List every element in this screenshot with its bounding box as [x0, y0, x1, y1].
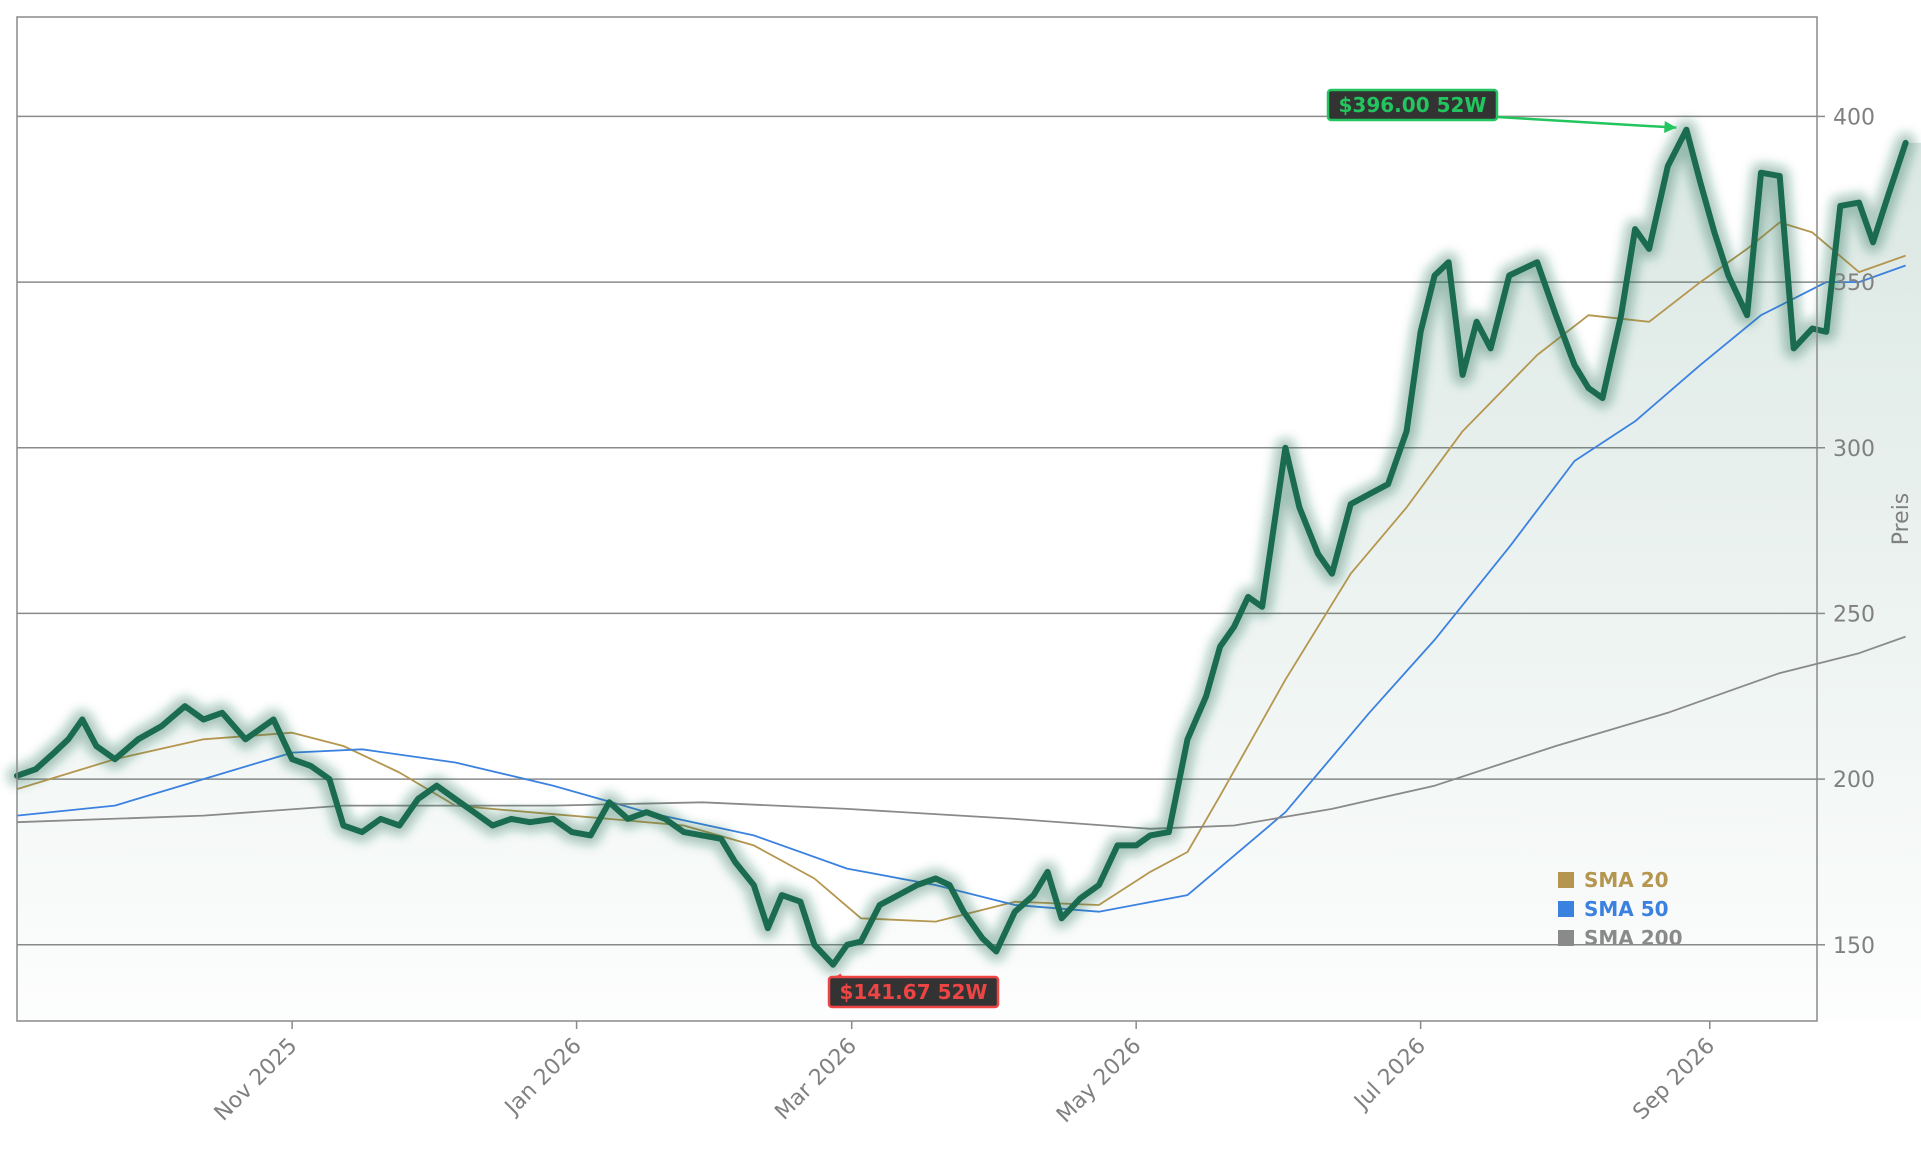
y-axis: 150 200 250 300 350 400 — [1817, 105, 1875, 959]
series-line-sma-50 — [16, 264, 1906, 913]
legend-label: SMA 200 — [1584, 926, 1683, 950]
series-line-sma-20 — [16, 221, 1906, 923]
legend-swatch — [1558, 872, 1574, 888]
price-line — [14, 126, 1909, 968]
annotation-label: $396.00 52W — [1339, 93, 1487, 117]
price-area-fill — [17, 129, 1921, 1021]
legend-label: SMA 20 — [1584, 868, 1669, 892]
y-tick-label: 300 — [1833, 437, 1875, 462]
x-axis: Nov 2025 Jan 2026 Mar 2026 May 2026 Jul 2026… — [210, 1021, 1720, 1128]
y-tick-label: 250 — [1833, 602, 1875, 627]
plot-frame — [16, 16, 1818, 1022]
y-tick-label: 400 — [1833, 105, 1875, 130]
legend-swatch — [1558, 930, 1574, 946]
annotation-label: $141.67 52W — [840, 980, 988, 1004]
low-annotation: $141.67 52W — [827, 973, 1000, 1009]
legend: SMA 20 SMA 50 SMA 200 — [1558, 868, 1683, 950]
x-tick-label: Mar 2026 — [770, 1034, 862, 1126]
x-tick-label: Sep 2026 — [1628, 1034, 1720, 1126]
annotation-arrow — [1496, 115, 1677, 129]
legend-item-sma-20: SMA 20 — [1558, 868, 1669, 892]
x-tick-label: May 2026 — [1052, 1034, 1146, 1128]
y-tick-label: 200 — [1833, 768, 1875, 793]
legend-label: SMA 50 — [1584, 897, 1669, 921]
annotations: $396.00 52W $141.67 52W — [827, 88, 1677, 1009]
x-tick-label: Jul 2026 — [1348, 1034, 1430, 1116]
y-tick-label: 150 — [1833, 934, 1875, 959]
annotation-box — [827, 975, 1000, 1009]
y-tick-label: 350 — [1833, 271, 1875, 296]
high-annotation: $396.00 52W — [1326, 88, 1677, 133]
legend-item-sma-50: SMA 50 — [1558, 897, 1669, 921]
annotation-box — [1326, 88, 1499, 122]
x-tick-label: Jan 2026 — [499, 1034, 587, 1122]
annotation-arrowhead — [1664, 120, 1677, 133]
x-tick-label: Nov 2025 — [210, 1034, 303, 1127]
y-axis-title: Preis — [1889, 493, 1914, 546]
legend-item-sma-200: SMA 200 — [1558, 926, 1683, 950]
legend-swatch — [1558, 901, 1574, 917]
